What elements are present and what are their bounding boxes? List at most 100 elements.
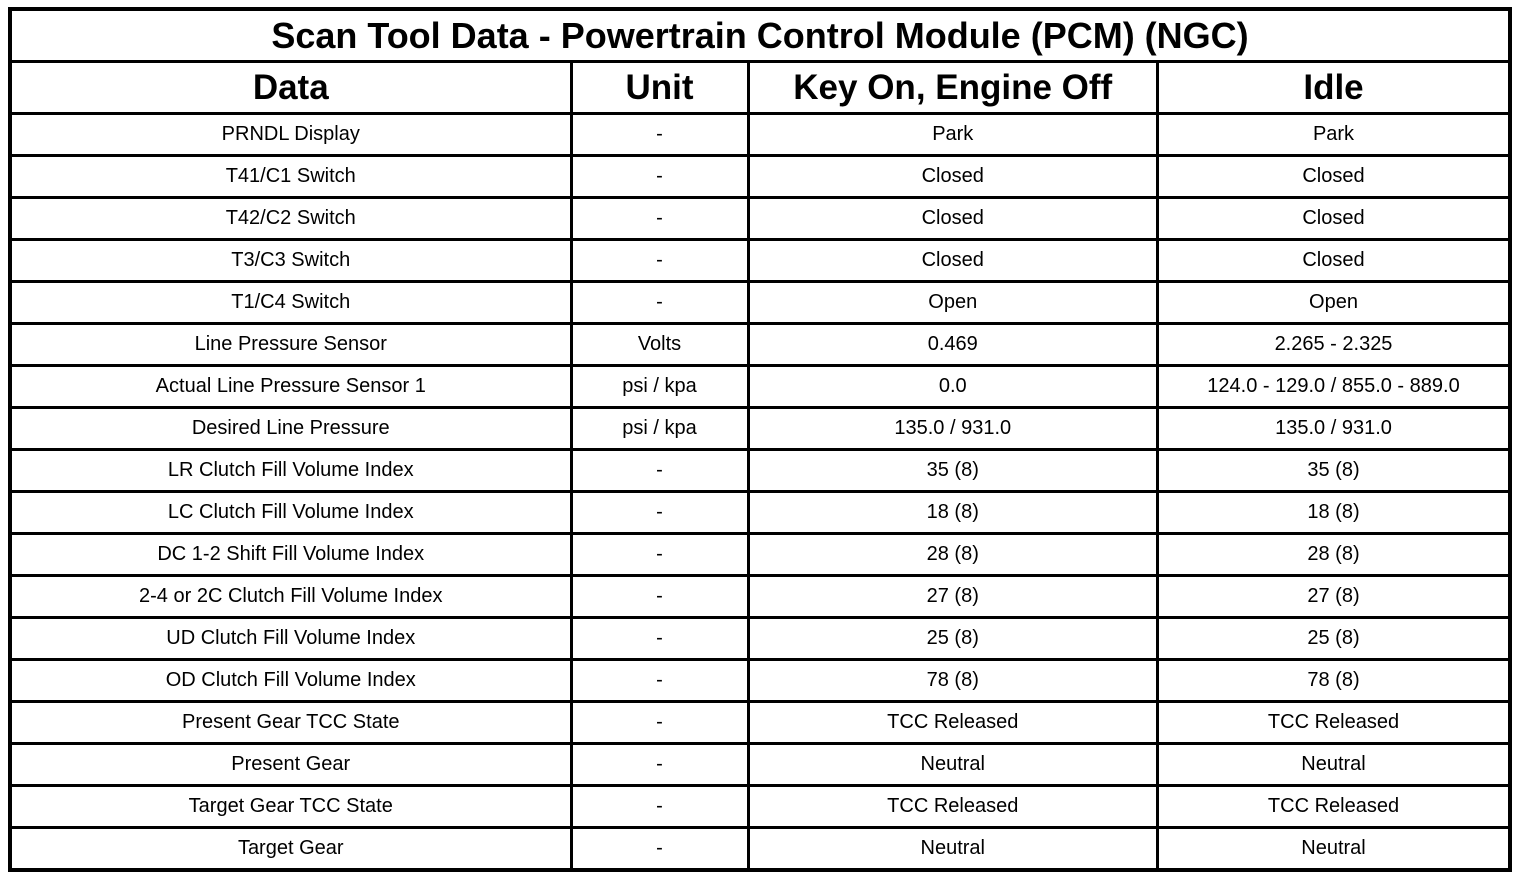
row-key-on-engine-off-value: 28 (8) bbox=[746, 532, 1159, 577]
row-unit-value: - bbox=[569, 154, 750, 199]
table-row: LC Clutch Fill Volume Index - 18 (8) 18 … bbox=[8, 490, 1512, 535]
column-header-idle: Idle bbox=[1156, 60, 1512, 115]
table-row: UD Clutch Fill Volume Index - 25 (8) 25 … bbox=[8, 616, 1512, 661]
row-unit-value: - bbox=[569, 448, 750, 493]
row-unit-value: - bbox=[569, 616, 750, 661]
row-key-on-engine-off-value: Closed bbox=[746, 238, 1159, 283]
column-header-data: Data bbox=[8, 60, 573, 115]
row-parameter-label: Line Pressure Sensor bbox=[8, 322, 573, 367]
table-row: LR Clutch Fill Volume Index - 35 (8) 35 … bbox=[8, 448, 1512, 493]
column-header-key-on-engine-off: Key On, Engine Off bbox=[746, 60, 1159, 115]
row-idle-value: 78 (8) bbox=[1156, 658, 1512, 703]
row-unit-value: - bbox=[569, 280, 750, 325]
row-parameter-label: LR Clutch Fill Volume Index bbox=[8, 448, 573, 493]
row-idle-value: 25 (8) bbox=[1156, 616, 1512, 661]
row-idle-value: Open bbox=[1156, 280, 1512, 325]
row-parameter-label: Present Gear TCC State bbox=[8, 700, 573, 745]
row-unit-value: - bbox=[569, 112, 750, 157]
row-key-on-engine-off-value: TCC Released bbox=[746, 700, 1159, 745]
table-body: PRNDL Display - Park Park T41/C1 Switch … bbox=[8, 112, 1512, 872]
row-key-on-engine-off-value: 27 (8) bbox=[746, 574, 1159, 619]
row-parameter-label: 2-4 or 2C Clutch Fill Volume Index bbox=[8, 574, 573, 619]
row-key-on-engine-off-value: Closed bbox=[746, 154, 1159, 199]
row-parameter-label: UD Clutch Fill Volume Index bbox=[8, 616, 573, 661]
table-row: Desired Line Pressure psi / kpa 135.0 / … bbox=[8, 406, 1512, 451]
row-unit-value: - bbox=[569, 574, 750, 619]
row-unit-value: - bbox=[569, 826, 750, 872]
header-row: Data Unit Key On, Engine Off Idle bbox=[8, 60, 1512, 115]
table-row: T3/C3 Switch - Closed Closed bbox=[8, 238, 1512, 283]
column-header-unit: Unit bbox=[569, 60, 750, 115]
row-idle-value: Park bbox=[1156, 112, 1512, 157]
table-row: Actual Line Pressure Sensor 1 psi / kpa … bbox=[8, 364, 1512, 409]
row-key-on-engine-off-value: Open bbox=[746, 280, 1159, 325]
row-parameter-label: DC 1-2 Shift Fill Volume Index bbox=[8, 532, 573, 577]
table-row: PRNDL Display - Park Park bbox=[8, 112, 1512, 157]
row-key-on-engine-off-value: TCC Released bbox=[746, 784, 1159, 829]
row-unit-value: - bbox=[569, 700, 750, 745]
row-idle-value: TCC Released bbox=[1156, 700, 1512, 745]
table-row: T1/C4 Switch - Open Open bbox=[8, 280, 1512, 325]
row-parameter-label: T1/C4 Switch bbox=[8, 280, 573, 325]
row-idle-value: Closed bbox=[1156, 238, 1512, 283]
row-key-on-engine-off-value: Closed bbox=[746, 196, 1159, 241]
row-parameter-label: Target Gear TCC State bbox=[8, 784, 573, 829]
row-key-on-engine-off-value: 0.469 bbox=[746, 322, 1159, 367]
row-key-on-engine-off-value: 78 (8) bbox=[746, 658, 1159, 703]
row-idle-value: 18 (8) bbox=[1156, 490, 1512, 535]
table-row: OD Clutch Fill Volume Index - 78 (8) 78 … bbox=[8, 658, 1512, 703]
row-unit-value: - bbox=[569, 490, 750, 535]
table-row: Line Pressure Sensor Volts 0.469 2.265 -… bbox=[8, 322, 1512, 367]
row-key-on-engine-off-value: Neutral bbox=[746, 826, 1159, 872]
row-unit-value: psi / kpa bbox=[569, 364, 750, 409]
row-parameter-label: Desired Line Pressure bbox=[8, 406, 573, 451]
row-unit-value: - bbox=[569, 658, 750, 703]
row-idle-value: 124.0 - 129.0 / 855.0 - 889.0 bbox=[1156, 364, 1512, 409]
row-idle-value: 135.0 / 931.0 bbox=[1156, 406, 1512, 451]
row-parameter-label: Present Gear bbox=[8, 742, 573, 787]
row-key-on-engine-off-value: 25 (8) bbox=[746, 616, 1159, 661]
row-parameter-label: T3/C3 Switch bbox=[8, 238, 573, 283]
row-unit-value: - bbox=[569, 784, 750, 829]
row-idle-value: Neutral bbox=[1156, 826, 1512, 872]
table-row: Target Gear TCC State - TCC Released TCC… bbox=[8, 784, 1512, 829]
row-unit-value: - bbox=[569, 238, 750, 283]
table-row: DC 1-2 Shift Fill Volume Index - 28 (8) … bbox=[8, 532, 1512, 577]
row-idle-value: TCC Released bbox=[1156, 784, 1512, 829]
row-parameter-label: T41/C1 Switch bbox=[8, 154, 573, 199]
row-parameter-label: Target Gear bbox=[8, 826, 573, 872]
row-idle-value: Neutral bbox=[1156, 742, 1512, 787]
row-key-on-engine-off-value: 18 (8) bbox=[746, 490, 1159, 535]
row-parameter-label: PRNDL Display bbox=[8, 112, 573, 157]
table-title: Scan Tool Data - Powertrain Control Modu… bbox=[8, 7, 1512, 63]
row-idle-value: 2.265 - 2.325 bbox=[1156, 322, 1512, 367]
row-unit-value: - bbox=[569, 532, 750, 577]
table-row: T41/C1 Switch - Closed Closed bbox=[8, 154, 1512, 199]
row-unit-value: psi / kpa bbox=[569, 406, 750, 451]
row-key-on-engine-off-value: Neutral bbox=[746, 742, 1159, 787]
table-row: Present Gear TCC State - TCC Released TC… bbox=[8, 700, 1512, 745]
row-parameter-label: LC Clutch Fill Volume Index bbox=[8, 490, 573, 535]
table-row: Target Gear - Neutral Neutral bbox=[8, 826, 1512, 872]
row-key-on-engine-off-value: 135.0 / 931.0 bbox=[746, 406, 1159, 451]
table-row: Present Gear - Neutral Neutral bbox=[8, 742, 1512, 787]
row-key-on-engine-off-value: 35 (8) bbox=[746, 448, 1159, 493]
title-row: Scan Tool Data - Powertrain Control Modu… bbox=[8, 7, 1512, 63]
row-parameter-label: OD Clutch Fill Volume Index bbox=[8, 658, 573, 703]
table-row: T42/C2 Switch - Closed Closed bbox=[8, 196, 1512, 241]
row-idle-value: Closed bbox=[1156, 154, 1512, 199]
row-parameter-label: T42/C2 Switch bbox=[8, 196, 573, 241]
row-idle-value: 28 (8) bbox=[1156, 532, 1512, 577]
scan-tool-data-table: Scan Tool Data - Powertrain Control Modu… bbox=[8, 7, 1512, 872]
table-row: 2-4 or 2C Clutch Fill Volume Index - 27 … bbox=[8, 574, 1512, 619]
row-unit-value: - bbox=[569, 196, 750, 241]
row-unit-value: - bbox=[569, 742, 750, 787]
row-key-on-engine-off-value: 0.0 bbox=[746, 364, 1159, 409]
row-idle-value: 27 (8) bbox=[1156, 574, 1512, 619]
row-key-on-engine-off-value: Park bbox=[746, 112, 1159, 157]
row-unit-value: Volts bbox=[569, 322, 750, 367]
row-parameter-label: Actual Line Pressure Sensor 1 bbox=[8, 364, 573, 409]
row-idle-value: Closed bbox=[1156, 196, 1512, 241]
row-idle-value: 35 (8) bbox=[1156, 448, 1512, 493]
